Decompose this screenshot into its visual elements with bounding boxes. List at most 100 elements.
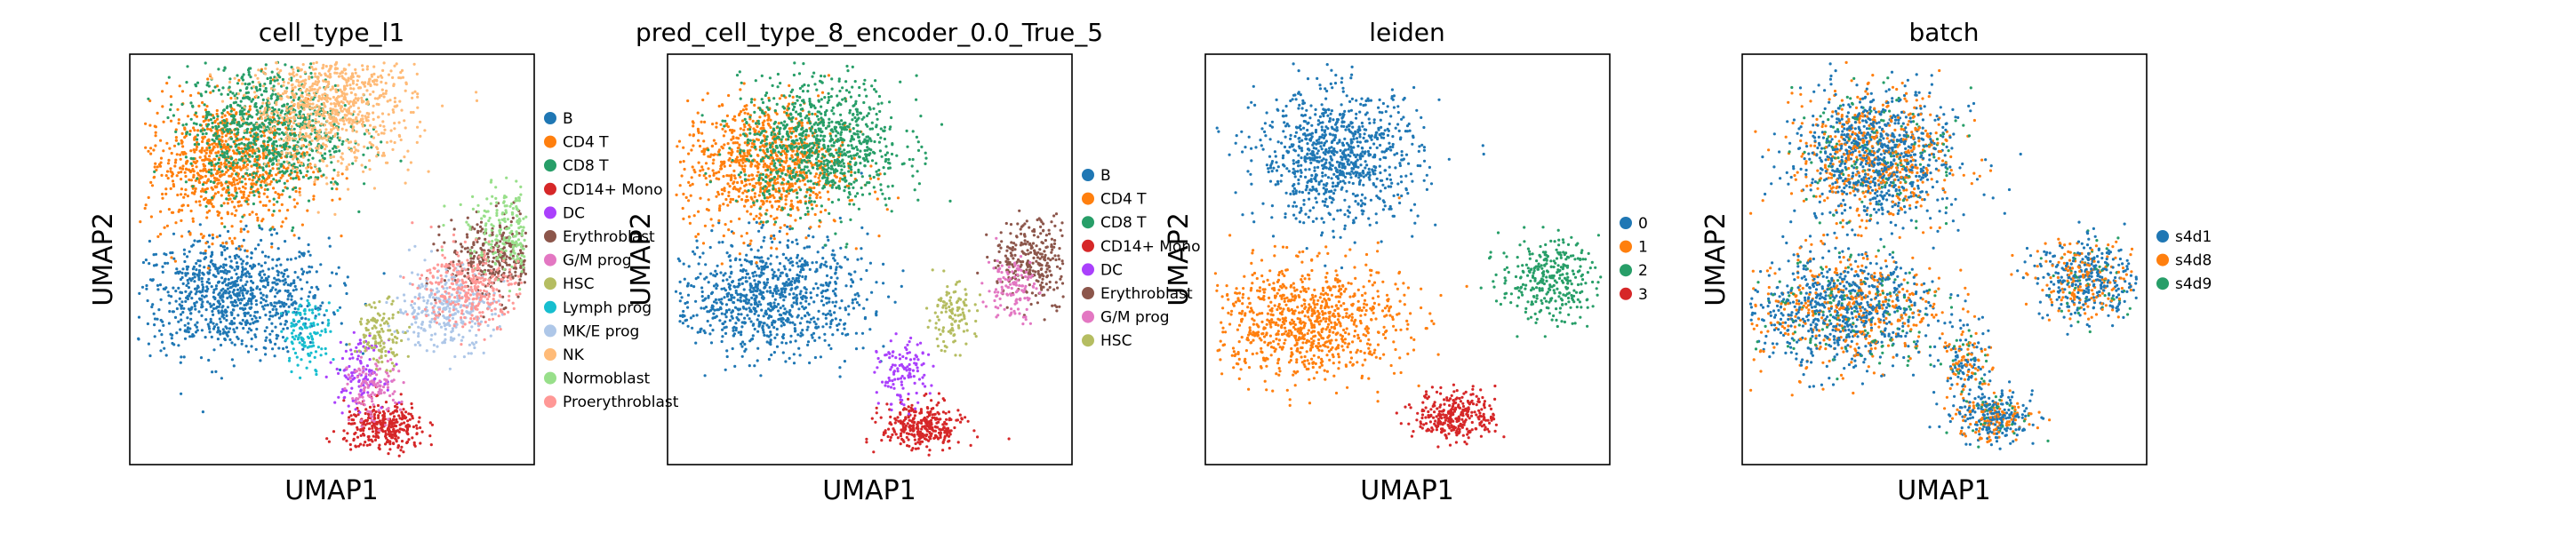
panel-pred-cell-type: pred_cell_type_8_encoder_0.0_True_5 UMAP…: [626, 18, 1200, 506]
legend-label: 1: [1638, 239, 1648, 257]
plot-frame: [129, 53, 535, 465]
cluster-points: [1215, 62, 1485, 270]
legend-label: 3: [1638, 286, 1648, 304]
legend-label: NK: [563, 346, 585, 364]
legend-marker: [544, 371, 556, 385]
legend-label: Lymph prog: [563, 299, 652, 317]
legend: B CD4 T CD8 T CD14+ Mono DC Erythroblast G/M p…: [544, 110, 679, 411]
cluster-points: [1479, 226, 1603, 338]
legend-label: MK/E prog: [563, 322, 639, 340]
legend-marker: [1082, 239, 1094, 252]
legend-label: s4d9: [2175, 275, 2212, 293]
cluster-points: [279, 298, 340, 379]
legend-label: DC: [1100, 261, 1123, 279]
y-axis-label: UMAP2: [88, 212, 119, 306]
panel-leiden: leiden UMAP1 UMAP2 0 1 2 3: [1164, 18, 1648, 506]
legend-marker: [1620, 287, 1632, 300]
scatter-points: [137, 60, 528, 457]
cluster-points: [925, 268, 982, 357]
cluster-points: [675, 74, 900, 266]
panel-title: batch: [1908, 18, 1979, 47]
scatter-points: [1213, 62, 1603, 449]
legend-label: B: [563, 110, 573, 128]
legend-marker: [1082, 334, 1094, 347]
legend-marker: [544, 395, 556, 409]
legend-label: HSC: [563, 275, 594, 293]
legend-label: B: [1100, 167, 1111, 185]
legend-marker: [1620, 240, 1632, 253]
legend-marker: [544, 253, 556, 266]
legend-label: 0: [1638, 215, 1648, 233]
plot-frame: [1741, 53, 2148, 465]
legend-marker: [544, 182, 556, 195]
cluster-points: [208, 60, 479, 216]
legend-marker: [544, 230, 556, 243]
legend: s4d1 s4d8 s4d9: [2156, 228, 2212, 293]
legend-marker: [544, 112, 556, 124]
cluster-points: [980, 236, 1042, 326]
legend-marker: [2156, 253, 2169, 266]
legend-marker: [1082, 287, 1094, 299]
cluster-points: [402, 221, 524, 346]
legend-marker: [1082, 216, 1094, 229]
cluster-points: [343, 348, 405, 433]
cluster-points: [348, 295, 412, 373]
legend-marker: [2156, 277, 2169, 290]
y-axis-label: UMAP2: [626, 212, 657, 306]
y-axis-label: UMAP2: [1700, 212, 1732, 306]
legend-marker: [544, 135, 556, 148]
legend-label: s4d8: [2175, 252, 2212, 270]
cluster-points: [1395, 383, 1506, 449]
x-axis-label: UMAP1: [284, 475, 379, 506]
cluster-points: [700, 61, 952, 249]
cluster-points: [865, 392, 1011, 457]
legend-label: Proerythroblast: [563, 394, 679, 411]
cluster-points: [1213, 196, 1468, 407]
x-axis-label: UMAP1: [1360, 475, 1454, 506]
scatter-points: [674, 61, 1065, 457]
legend-label: CD14+ Mono: [563, 181, 662, 199]
legend-marker: [544, 206, 556, 219]
legend-label: s4d1: [2175, 228, 2212, 246]
legend-marker: [544, 324, 556, 338]
legend-label: Normoblast: [563, 370, 651, 388]
panel-cell-type-l1: cell_type_l1 UMAP1 UMAP2 B CD4 T CD8 T CD14…: [88, 18, 679, 506]
cluster-points: [137, 201, 386, 414]
legend-label: Erythroblast: [563, 228, 655, 246]
legend-label: HSC: [1100, 332, 1132, 350]
legend-marker: [544, 159, 556, 172]
legend-marker: [1082, 263, 1094, 276]
legend-marker: [1620, 264, 1632, 277]
cluster-points: [976, 209, 1065, 322]
panel-title: leiden: [1369, 18, 1445, 47]
legend-marker: [544, 277, 556, 290]
legend-marker: [2156, 230, 2169, 243]
legend-label: G/M prog: [1100, 309, 1170, 327]
cluster-points: [674, 171, 905, 378]
plot-frame: [1204, 53, 1611, 465]
cluster-points: [440, 176, 528, 293]
panel-title: cell_type_l1: [259, 18, 404, 47]
legend: 0 1 2 3: [1620, 215, 1648, 304]
cluster-points: [325, 386, 434, 457]
legend-marker: [1082, 192, 1094, 205]
legend: B CD4 T CD8 T CD14+ Mono DC Erythroblast G/M p…: [1082, 167, 1200, 350]
plot-frame: [667, 53, 1073, 465]
scatter-points: [1748, 60, 2138, 450]
legend-label: Erythroblast: [1100, 285, 1193, 303]
legend-label: CD14+ Mono: [1100, 238, 1200, 256]
legend-marker: [1082, 169, 1094, 181]
legend-label: CD8 T: [1100, 214, 1147, 232]
legend-label: DC: [563, 204, 585, 222]
y-axis-label: UMAP2: [1164, 212, 1195, 306]
legend-marker: [544, 348, 556, 361]
cluster-points: [873, 332, 935, 416]
panel-title: pred_cell_type_8_encoder_0.0_True_5: [636, 18, 1103, 47]
x-axis-label: UMAP1: [1897, 475, 1991, 506]
legend-label: 2: [1638, 262, 1648, 280]
legend-marker: [1082, 310, 1094, 323]
legend-label: CD4 T: [563, 134, 609, 152]
panel-batch: batch UMAP1 UMAP2 s4d1 s4d8 s4d9: [1700, 18, 2212, 506]
legend-label: CD8 T: [563, 157, 609, 175]
